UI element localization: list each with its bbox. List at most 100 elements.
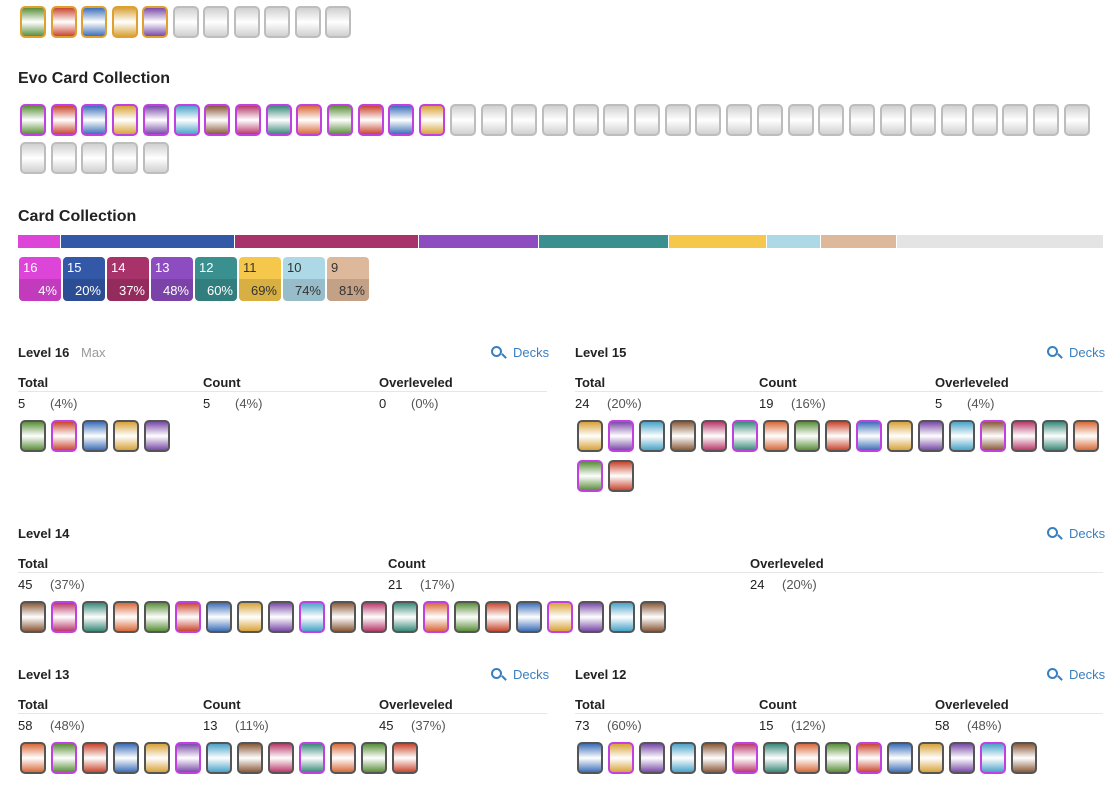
search-icon — [491, 346, 502, 357]
card-icon — [20, 420, 46, 452]
card-icon — [609, 601, 635, 633]
swatch-percent: 4% — [38, 283, 57, 298]
card-icon — [81, 142, 108, 174]
level-swatch: 11 69% — [239, 257, 281, 301]
card-icon — [887, 420, 913, 452]
column-value: 24 — [575, 396, 590, 411]
level-swatch: 12 60% — [195, 257, 237, 301]
bar-segment — [766, 235, 821, 248]
search-icon — [1047, 346, 1058, 357]
card-icon — [1033, 104, 1060, 136]
swatch-bottom — [327, 279, 369, 301]
column-percent: (48%) — [50, 718, 85, 733]
search-handle — [501, 353, 507, 359]
swatch-level: 12 — [199, 260, 214, 275]
card-icon — [949, 420, 975, 452]
column-header: Total — [18, 556, 49, 571]
card-icon — [572, 104, 599, 136]
card-icon — [949, 742, 975, 774]
column-value: 21 — [388, 577, 403, 592]
bar-segment — [61, 235, 235, 248]
card-icon — [206, 742, 232, 774]
column-percent: (20%) — [782, 577, 817, 592]
card-icon — [20, 104, 46, 136]
card-icon — [449, 104, 476, 136]
card-icon — [848, 104, 875, 136]
card-icon — [144, 742, 170, 774]
card-icon — [237, 601, 263, 633]
swatch-percent: 81% — [338, 283, 365, 298]
card-icon — [695, 104, 722, 136]
card-icon — [608, 420, 634, 452]
search-icon — [1047, 527, 1058, 538]
swatch-bottom — [151, 279, 193, 301]
card-icon — [294, 6, 321, 38]
swatch-level: 13 — [155, 260, 170, 275]
search-handle — [1057, 534, 1063, 540]
card-icon — [825, 420, 851, 452]
swatch-level: 15 — [67, 260, 82, 275]
card-icon — [81, 6, 107, 38]
swatch-bottom — [107, 279, 149, 301]
column-value: 24 — [750, 577, 765, 592]
card-icon — [112, 142, 139, 174]
search-handle — [501, 675, 507, 681]
card-icon — [142, 6, 168, 38]
card-icon — [81, 104, 108, 136]
level-swatch: 14 37% — [107, 257, 149, 301]
card-icon — [511, 104, 538, 136]
card-icon — [732, 742, 758, 774]
level-title: Level 16 — [18, 345, 70, 360]
level-title: Level 14 — [18, 526, 70, 541]
column-percent: (0%) — [411, 396, 439, 411]
card-icon — [578, 601, 604, 633]
divider — [18, 713, 547, 714]
card-icon — [175, 601, 201, 633]
card-icon — [113, 601, 139, 633]
divider — [18, 391, 547, 392]
bar-segment — [235, 235, 420, 248]
card-icon — [1063, 104, 1090, 136]
decks-link[interactable]: Decks — [1069, 667, 1106, 682]
card-icon — [608, 742, 634, 774]
decks-link[interactable]: Decks — [1069, 345, 1106, 360]
card-icon — [879, 104, 906, 136]
swatch-percent: 20% — [74, 283, 101, 298]
column-header: Count — [203, 375, 241, 390]
swatch-bottom — [239, 279, 281, 301]
card-icon — [763, 420, 789, 452]
search-handle — [1057, 353, 1063, 359]
decks-link[interactable]: Decks — [513, 667, 550, 682]
level-swatch: 15 20% — [63, 257, 105, 301]
decks-link[interactable]: Decks — [513, 345, 550, 360]
card-icon — [325, 6, 351, 38]
card-icon — [113, 420, 139, 452]
card-icon — [144, 420, 170, 452]
swatch-level: 14 — [111, 260, 126, 275]
card-icon — [388, 104, 415, 136]
column-percent: (12%) — [791, 718, 826, 733]
divider — [575, 713, 1103, 714]
card-icon — [763, 742, 789, 774]
card-icon — [941, 104, 967, 136]
card-icon — [20, 601, 46, 633]
swatch-percent: 69% — [250, 283, 277, 298]
swatch-percent: 60% — [206, 283, 233, 298]
decks-link[interactable]: Decks — [1069, 526, 1106, 541]
card-icon — [634, 104, 660, 136]
level-title: Level 13 — [18, 667, 70, 682]
card-icon — [268, 742, 294, 774]
level-swatch: 9 81% — [327, 257, 369, 301]
column-percent: (48%) — [967, 718, 1002, 733]
card-icon — [51, 601, 77, 633]
card-icon — [20, 742, 46, 774]
card-icon — [856, 420, 882, 452]
column-value: 5 — [935, 396, 943, 411]
column-percent: (37%) — [411, 718, 446, 733]
level-title: Level 15 — [575, 345, 627, 360]
bar-segment — [538, 235, 669, 248]
card-icon — [918, 742, 944, 774]
column-value: 19 — [759, 396, 774, 411]
swatch-percent: 48% — [162, 283, 189, 298]
bar-segment — [419, 235, 539, 248]
